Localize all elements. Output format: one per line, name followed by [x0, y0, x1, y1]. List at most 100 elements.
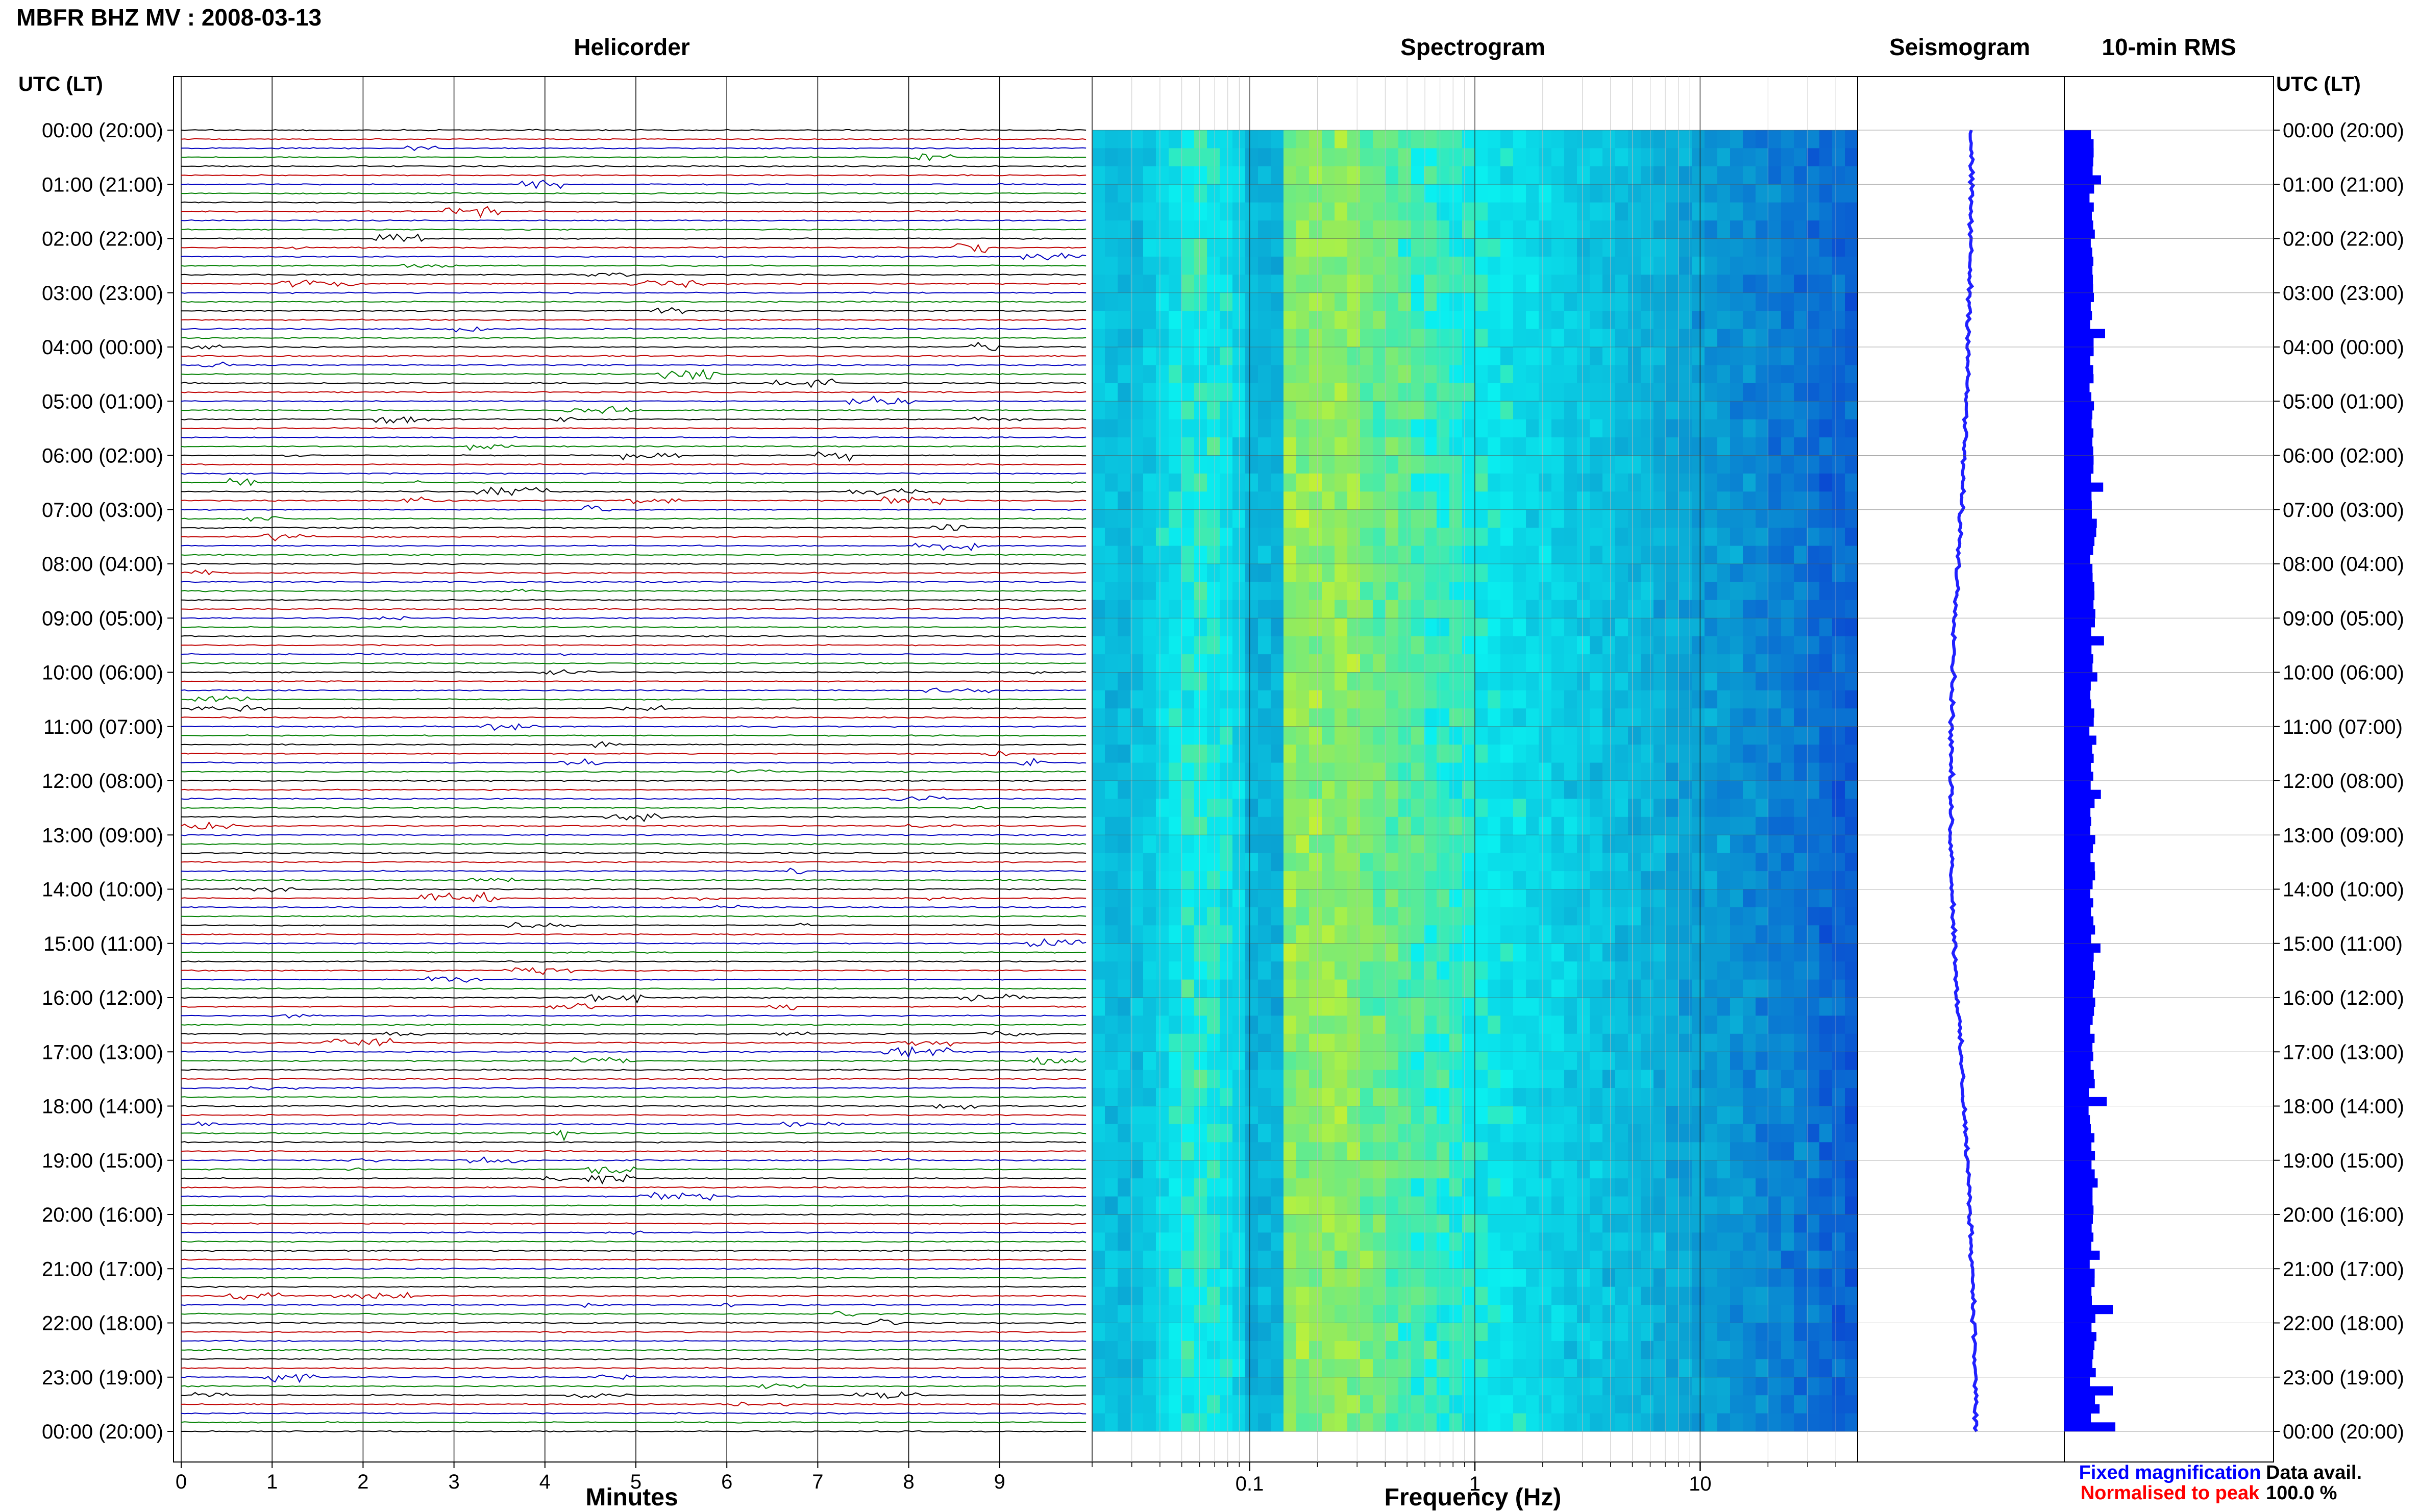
spectrogram-cell: [1653, 130, 1667, 148]
spectrogram-cell: [1283, 546, 1297, 564]
spectrogram-cell: [1615, 365, 1628, 384]
spectrogram-cell: [1807, 835, 1820, 854]
spectrogram-cell: [1411, 365, 1424, 384]
spectrogram-cell: [1411, 491, 1424, 510]
spectrogram-cell: [1398, 491, 1412, 510]
spectrogram-cell: [1449, 1377, 1463, 1396]
spectrogram-cell: [1602, 275, 1616, 293]
spectrogram-cell: [1526, 745, 1539, 763]
spectrogram-cell: [1322, 871, 1335, 889]
spectrogram-cell: [1092, 130, 1105, 148]
spectrogram-cell: [1807, 1160, 1820, 1179]
spectrogram-cell: [1437, 943, 1450, 962]
spectrogram-cell: [1743, 130, 1756, 148]
spectrogram-cell: [1360, 509, 1373, 528]
time-label-right: 09:00 (05:00): [2283, 607, 2404, 630]
spectrogram-cell: [1475, 546, 1488, 564]
spectrogram-cell: [1309, 564, 1322, 582]
spectrogram-cell: [1398, 1015, 1412, 1034]
spectrogram-cell: [1398, 365, 1412, 384]
spectrogram-cell: [1768, 491, 1782, 510]
spectrogram-cell: [1271, 799, 1284, 817]
spectrogram-cell: [1130, 564, 1144, 582]
spectrogram-cell: [1449, 202, 1463, 221]
spectrogram-cell: [1845, 1341, 1858, 1359]
helicorder-trace: [181, 1302, 1087, 1308]
spectrogram-cell: [1641, 618, 1654, 637]
spectrogram-cell: [1411, 1142, 1424, 1161]
spectrogram-cell: [1551, 1341, 1565, 1359]
spectrogram-cell: [1169, 275, 1182, 293]
spectrogram-cell: [1245, 292, 1258, 311]
spectrogram-cell: [1590, 275, 1603, 293]
spectrogram-cell: [1130, 528, 1144, 547]
spectrogram-cell: [1156, 1305, 1169, 1323]
spectrogram-cell: [1768, 1052, 1782, 1071]
spectrogram-cell: [1156, 1250, 1169, 1269]
spectrogram-cell: [1373, 943, 1386, 962]
helicorder-trace: [181, 1249, 1087, 1252]
helicorder-trace: [181, 569, 1087, 576]
spectrogram-cell: [1462, 961, 1475, 980]
spectrogram-cell: [1526, 690, 1539, 709]
spectrogram-cell: [1768, 528, 1782, 547]
spectrogram-cell: [1283, 1305, 1297, 1323]
spectrogram-cell: [1118, 509, 1131, 528]
spectrogram-cell: [1283, 654, 1297, 673]
spectrogram-cell: [1335, 329, 1348, 348]
rms-bar: [2064, 1232, 2093, 1242]
spectrogram-cell: [1794, 1214, 1807, 1233]
spectrogram-cell: [1181, 1124, 1195, 1143]
spectrogram-cell: [1386, 437, 1399, 456]
spectrogram-cell: [1832, 1377, 1845, 1396]
rms-bar: [2064, 546, 2093, 555]
spectrogram-cell: [1156, 708, 1169, 727]
spectrogram-cell: [1615, 618, 1628, 637]
spectrogram-cell: [1449, 256, 1463, 275]
spectrogram-cell: [1258, 871, 1271, 889]
helicorder-trace: [181, 201, 1087, 204]
spectrogram-cell: [1488, 907, 1501, 926]
spectrogram-cell: [1602, 419, 1616, 438]
spectrogram-cell: [1551, 925, 1565, 944]
spectrogram-cell: [1551, 582, 1565, 601]
spectrogram-cell: [1794, 762, 1807, 781]
spectrogram-cell: [1807, 654, 1820, 673]
spectrogram-cell: [1819, 1033, 1833, 1052]
spectrogram-cell: [1641, 130, 1654, 148]
spectrogram-cell: [1220, 383, 1233, 402]
spectrogram-cell: [1551, 781, 1565, 799]
spectrogram-cell: [1283, 708, 1297, 727]
spectrogram-cell: [1092, 419, 1105, 438]
spectrogram-cell: [1130, 148, 1144, 167]
spectrogram-cell: [1143, 528, 1156, 547]
spectrogram-cell: [1500, 401, 1514, 420]
spectrogram-cell: [1360, 1269, 1373, 1287]
spectrogram-cell: [1756, 401, 1769, 420]
spectrogram-cell: [1309, 292, 1322, 311]
spectrogram-cell: [1692, 347, 1705, 365]
spectrogram-cell: [1245, 383, 1258, 402]
spectrogram-cell: [1717, 1269, 1731, 1287]
spectrogram-cell: [1335, 600, 1348, 618]
spectrogram-cell: [1564, 256, 1577, 275]
spectrogram-cell: [1602, 1142, 1616, 1161]
spectrogram-cell: [1475, 1088, 1488, 1106]
spectrogram-cell: [1500, 1395, 1514, 1414]
helicorder-trace: [181, 994, 1087, 1004]
spectrogram-cell: [1449, 455, 1463, 474]
spectrogram-cell: [1526, 816, 1539, 835]
spectrogram-cell: [1717, 708, 1731, 727]
spectrogram-cell: [1169, 1341, 1182, 1359]
spectrogram-cell: [1398, 1088, 1412, 1106]
spectrogram-cell: [1258, 184, 1271, 203]
spectrogram-cell: [1551, 528, 1565, 547]
spectrogram-cell: [1437, 1052, 1450, 1071]
spectrogram-cell: [1475, 1286, 1488, 1305]
spectrogram-cell: [1271, 473, 1284, 492]
spectrogram-cell: [1449, 1323, 1463, 1342]
spectrogram-cell: [1207, 1124, 1220, 1143]
spectrogram-cell: [1794, 1305, 1807, 1323]
spectrogram-cell: [1794, 1395, 1807, 1414]
spectrogram-cell: [1513, 907, 1526, 926]
